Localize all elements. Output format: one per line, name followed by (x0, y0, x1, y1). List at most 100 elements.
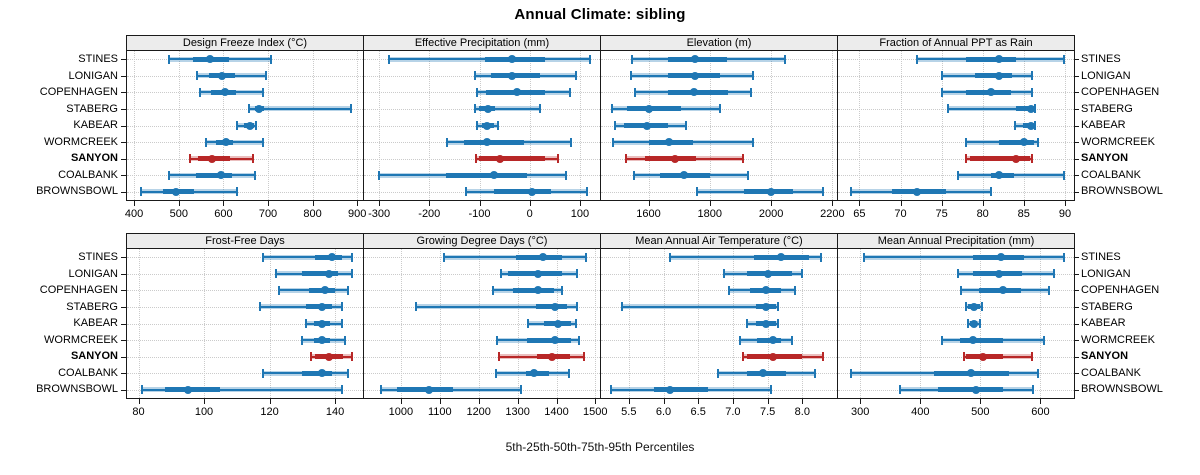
whisker-cap (963, 352, 966, 362)
x-axis: 65 70 75 80 85 90 (837, 201, 1075, 225)
median-dot (969, 302, 978, 311)
p25-p75-box (164, 387, 221, 393)
whisker-cap (820, 252, 823, 262)
median-dot (996, 253, 1005, 262)
row-gridline (127, 273, 363, 275)
site-label: LONIGAN (1081, 267, 1131, 280)
median-dot (970, 319, 979, 328)
whisker-cap (684, 121, 687, 130)
whisker-cap (140, 385, 143, 395)
median-dot (548, 352, 557, 361)
row-gridline (364, 356, 600, 358)
whisker-cap (520, 385, 523, 395)
x-tick-label: 5.5 (621, 406, 637, 418)
panel-plot (601, 249, 837, 398)
row-gridline (838, 290, 1074, 292)
p25-p75-box (302, 271, 339, 277)
y-tick (1074, 59, 1079, 60)
site-label: STINES (78, 53, 118, 65)
p5-p95-range-line (141, 388, 342, 391)
whisker-cap (304, 319, 307, 328)
whisker-cap (415, 302, 418, 312)
whisker-cap (560, 285, 563, 295)
whisker-cap (475, 87, 478, 97)
row-gridline (838, 142, 1074, 144)
whisker-cap (614, 121, 617, 130)
p25-p75-box (959, 337, 1004, 343)
panel-header: Fraction of Annual PPT as Rain (838, 36, 1074, 51)
site-label-column-right: STINES LONIGAN COPENHAGEN STABERG KABEAR WORM… (1081, 249, 1199, 398)
p25-p75-box (526, 337, 571, 343)
whisker-cap (258, 302, 261, 312)
whisker-cap (790, 335, 793, 345)
whisker-cap (752, 71, 755, 81)
site-label: COALBANK (1081, 168, 1141, 181)
x-tick-label: -300 (368, 208, 391, 220)
median-dot (530, 369, 539, 378)
whisker-cap (612, 137, 615, 147)
whisker-cap (738, 335, 741, 345)
site-label: STABERG (66, 300, 118, 313)
whisker-cap (538, 104, 541, 114)
p25-p75-box (464, 139, 524, 145)
y-tick (1074, 340, 1079, 341)
p25-p75-box (970, 156, 1031, 162)
whisker-cap (388, 54, 391, 64)
row-gridline (601, 340, 837, 342)
p5-p95-range-line (416, 305, 577, 308)
site-label: SANYON (70, 350, 118, 363)
whisker-cap (610, 385, 613, 395)
site-label: BROWNSBOWL (1081, 383, 1163, 396)
whisker-cap (167, 170, 170, 180)
whisker-cap (1063, 252, 1066, 262)
x-tick-label: 100 (194, 406, 214, 418)
x-tick (517, 399, 519, 404)
site-label: WORMCREEK (44, 333, 118, 346)
y-tick (121, 175, 126, 176)
row-gridline (127, 306, 363, 308)
x-tick-label: 0 (526, 208, 533, 220)
y-tick (1074, 307, 1079, 308)
x-tick (771, 201, 773, 206)
whisker-cap (491, 285, 494, 295)
whisker-cap (378, 170, 381, 180)
row-gridline (838, 306, 1074, 308)
x-tick-label: 70 (894, 208, 907, 220)
y-tick (121, 307, 126, 308)
site-label: COALBANK (58, 366, 118, 379)
whisker-cap (248, 104, 251, 114)
p5-p95-range-line (621, 305, 778, 308)
median-dot (1011, 154, 1020, 163)
median-dot (318, 319, 327, 328)
whisker-cap (1053, 269, 1056, 279)
y-tick (1074, 324, 1079, 325)
whisker-cap (350, 252, 353, 262)
median-dot (550, 302, 559, 311)
x-tick (138, 399, 140, 404)
x-tick (732, 399, 734, 404)
x-tick-label: 80 (132, 406, 145, 418)
whisker-cap (989, 187, 992, 197)
whisker-cap (634, 87, 637, 97)
median-dot (995, 171, 1004, 180)
row-gridline (127, 340, 363, 342)
whisker-cap (1031, 154, 1034, 164)
figure-title: Annual Climate: sibling (514, 6, 686, 23)
median-dot (221, 138, 230, 147)
whisker-cap (862, 252, 865, 262)
median-dot (679, 171, 688, 180)
y-tick (121, 126, 126, 127)
whisker-cap (620, 302, 623, 312)
x-tick (920, 399, 922, 404)
median-dot (691, 71, 700, 80)
site-label: SANYON (70, 152, 118, 165)
median-dot (769, 336, 778, 345)
y-tick (121, 390, 126, 391)
whisker-cap (964, 302, 967, 312)
median-dot (670, 154, 679, 163)
whisker-cap (301, 335, 304, 345)
whisker-cap (611, 104, 614, 114)
site-label: COPENHAGEN (1081, 284, 1160, 297)
x-tick-label: 90 (1058, 208, 1072, 220)
x-tick (980, 399, 982, 404)
